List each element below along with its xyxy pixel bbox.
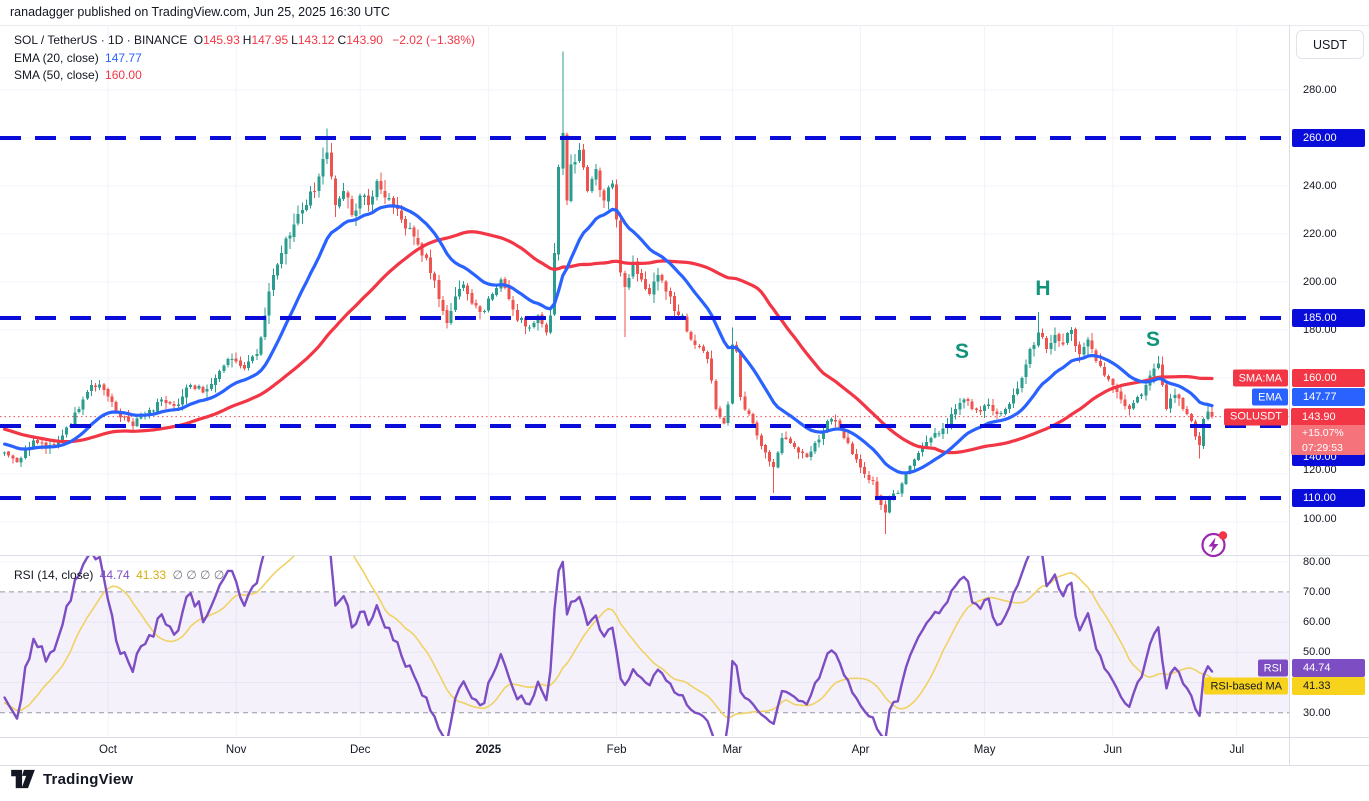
level-price-label: 185.00 [1292,309,1365,327]
level-price-label: 110.00 [1292,489,1365,507]
sma-axis-tag: SMA:MA [1232,369,1288,387]
rsi-value: 44.74 [99,568,130,582]
sma-legend-row[interactable]: SMA (50, close) 160.00 [14,68,145,82]
tradingview-brand-text: TradingView [43,770,134,788]
ohlc-value: 143.90 [346,33,383,47]
price-tick: 280.00 [1303,84,1337,96]
price-tick: 220.00 [1303,228,1337,240]
published-bar: ranadagger published on TradingView.com,… [0,0,1369,26]
candle-countdown: 07:29:53 [1291,440,1365,455]
rsi-tick: 50.00 [1303,646,1331,658]
time-axis-month[interactable]: Jun [1103,744,1123,756]
rsi-legend-row[interactable]: RSI (14, close) 44.74 41.33 ∅ ∅ ∅ ∅ [14,568,227,582]
pane-divider[interactable] [0,555,1369,556]
tradingview-mark-icon [11,769,35,789]
ohlc-values: O145.93 H147.95 L143.12 C143.90 [194,33,386,47]
price-tick: 200.00 [1303,276,1337,288]
last-price-value: 143.90 [1291,408,1365,425]
ohlc-key: O [193,33,204,47]
ema-value: 147.77 [105,51,142,65]
time-axis-month[interactable]: Nov [225,744,247,756]
ohlc-key: L [291,33,298,47]
sma-value: 160.00 [105,68,142,82]
change-value: −2.02 (−1.38%) [392,33,475,47]
price-tick: 180.00 [1303,324,1337,336]
rsi-hidden-plots: ∅ ∅ ∅ ∅ [172,568,225,582]
footer-border [0,765,1369,766]
time-axis-month[interactable]: Feb [606,744,627,756]
time-axis-border [0,737,1369,738]
rsi-ma-axis-value: 41.33 [1292,677,1365,695]
symbol-title: SOL / TetherUS · 1D · BINANCE [14,33,188,47]
time-axis-month[interactable]: May [973,744,996,756]
price-axis-border [1289,25,1290,765]
sma-label: SMA (50, close) [14,68,99,82]
last-price-label: 143.90 +15.07% 07:29:53 [1291,408,1365,455]
symbol-legend-row[interactable]: SOL / TetherUS · 1D · BINANCE O145.93 H14… [14,33,478,47]
time-axis-month[interactable]: Oct [99,744,117,756]
head-shoulders-marker: S [1145,328,1161,351]
ema-label: EMA (20, close) [14,51,99,65]
last-price-percent: +15.07% [1291,425,1365,440]
price-tick: 100.00 [1303,513,1337,525]
head-shoulders-marker: S [954,340,970,363]
ema-axis-tag: EMA [1252,388,1288,406]
rsi-label: RSI (14, close) [14,568,94,582]
rsi-ma-axis-tag: RSI-based MA [1204,677,1288,695]
time-axis-month[interactable]: Dec [349,744,371,756]
ohlc-key: C [337,33,347,47]
currency-unit-label: USDT [1312,37,1348,52]
ohlc-value: 145.93 [203,33,240,47]
rsi-axis-value: 44.74 [1292,659,1365,677]
symbol-price-tag: SOLUSDT [1224,408,1288,425]
time-axis-month[interactable]: Mar [722,744,743,756]
rsi-tick: 30.00 [1303,707,1331,719]
price-tick: 240.00 [1303,180,1337,192]
ohlc-key: H [242,33,252,47]
ema-legend-row[interactable]: EMA (20, close) 147.77 [14,51,145,65]
tradingview-logo[interactable]: TradingView [10,769,133,789]
published-text: ranadagger published on TradingView.com,… [10,5,390,19]
rsi-ma-value: 41.33 [136,568,167,582]
rsi-axis-tag: RSI [1257,659,1288,677]
rsi-tick: 70.00 [1303,586,1331,598]
rsi-tick: 60.00 [1303,616,1331,628]
boost-lightning-icon[interactable] [1199,529,1230,560]
head-shoulders-marker: H [1035,277,1051,300]
currency-unit-button[interactable]: USDT [1296,30,1364,59]
time-axis-month[interactable]: 2025 [475,744,502,756]
level-price-label: 260.00 [1292,129,1365,147]
rsi-tick: 80.00 [1303,556,1331,568]
ohlc-value: 147.95 [251,33,289,47]
price-tick: 120.00 [1303,464,1337,476]
time-axis-month[interactable]: Jul [1229,744,1245,756]
sma-axis-value: 160.00 [1292,369,1365,387]
time-axis-month[interactable]: Apr [851,744,870,756]
ema-axis-value: 147.77 [1292,388,1365,406]
ohlc-value: 143.12 [297,33,335,47]
